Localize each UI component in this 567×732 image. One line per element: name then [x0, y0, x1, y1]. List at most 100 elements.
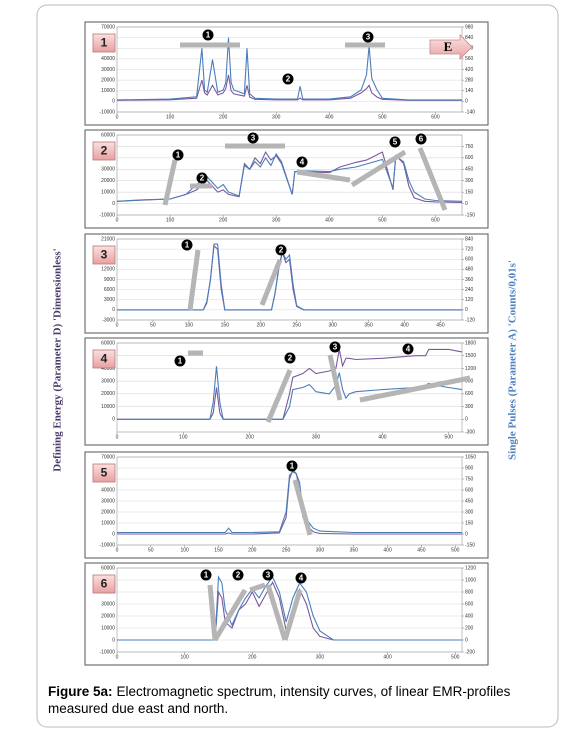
x-tick-label: 400 [325, 114, 334, 120]
y-tick-label: 20000 [101, 509, 115, 515]
annotation-marker [362, 31, 374, 43]
x-tick-label: 300 [272, 217, 281, 223]
y-tick-label: 0 [112, 307, 115, 313]
y-tick-label: -10000 [99, 212, 115, 218]
y2-tick-label: 1000 [465, 577, 476, 583]
y2-tick-label: -200 [465, 649, 475, 655]
y2-tick-label: 900 [465, 465, 474, 471]
y-tick-label: 0 [112, 99, 115, 105]
series-line [117, 243, 462, 311]
y-tick-label: 40000 [101, 366, 115, 372]
y-tick-label: 6000 [104, 287, 115, 293]
y2-tick-label: 840 [465, 236, 474, 242]
y2-tick-label: 400 [465, 613, 474, 619]
x-tick-label: 500 [451, 547, 460, 553]
y2-tick-label: 140 [465, 88, 474, 94]
x-tick-label: 0 [116, 547, 119, 553]
y2-tick-label: 800 [465, 589, 474, 595]
x-tick-label: 0 [116, 114, 119, 120]
y2-tick-label: 560 [465, 56, 474, 62]
y-tick-label: 40000 [101, 56, 115, 62]
annotation-marker [296, 156, 308, 168]
annotation-bar [187, 249, 201, 311]
x-tick-label: 0 [116, 654, 119, 660]
y2-tick-label: 900 [465, 378, 474, 384]
y2-tick-label: 480 [465, 267, 474, 273]
annotation-label: 1 [206, 31, 211, 40]
y2-tick-label: 600 [465, 155, 474, 161]
annotation-label: 2 [286, 75, 291, 84]
y-tick-label: -10000 [99, 109, 115, 115]
x-tick-label: 0 [116, 434, 119, 440]
annotation-label: 1 [176, 151, 181, 160]
x-tick-label: 100 [179, 434, 188, 440]
annotation-bar [265, 369, 293, 423]
y-tick-label: -3000 [102, 317, 115, 323]
annotation-bar [212, 588, 248, 642]
y-tick-label: 30000 [101, 498, 115, 504]
y-tick-label: 30000 [101, 67, 115, 73]
annotation-label: 3 [266, 571, 271, 580]
annotation-marker [275, 244, 287, 256]
caption: Figure 5a: Electromagnetic spectrum, inte… [48, 683, 553, 717]
annotation-label: 6 [419, 135, 424, 144]
direction-label: E [444, 39, 453, 54]
y-tick-label: 10000 [101, 88, 115, 94]
plot-area [116, 567, 463, 653]
y-tick-label: 70000 [101, 24, 115, 30]
plot-area [116, 134, 463, 216]
x-tick-label: 500 [378, 217, 387, 223]
y-tick-label: 20000 [101, 613, 115, 619]
panel-badge [92, 349, 116, 369]
y-tick-label: 12000 [101, 267, 115, 273]
x-tick-label: 150 [221, 322, 230, 328]
x-tick-label: 250 [293, 322, 302, 328]
series-line [117, 581, 462, 641]
y-tick-label: 0 [112, 201, 115, 207]
annotation-marker [262, 569, 274, 581]
annotation-label: 1 [204, 571, 209, 580]
y2-tick-label: 360 [465, 277, 474, 283]
y2-tick-label: 750 [465, 144, 474, 150]
y2-tick-label: 600 [465, 391, 474, 397]
annotation-label: 2 [200, 174, 205, 183]
annotation-label: 2 [288, 354, 293, 363]
series-line [117, 469, 462, 535]
series-line [116, 152, 463, 202]
plot-area [116, 342, 463, 433]
y2-tick-label: 0 [465, 637, 468, 643]
y2-tick-label: -300 [465, 429, 475, 435]
annotation-marker [196, 172, 208, 184]
y2-tick-label: 840 [465, 35, 474, 41]
y-tick-label: 20000 [101, 391, 115, 397]
y2-tick-label: 600 [465, 257, 474, 263]
y2-tick-label: 600 [465, 487, 474, 493]
y2-tick-label: 720 [465, 246, 474, 252]
panel-badge [92, 33, 116, 53]
panel-number: 1 [101, 36, 108, 50]
annotation-marker [389, 136, 401, 148]
panel-number: 3 [101, 248, 108, 262]
series-line [116, 74, 462, 101]
y-tick-label: 10000 [101, 520, 115, 526]
y-tick-label: 0 [112, 637, 115, 643]
annotation-marker [415, 133, 427, 145]
annotation-label: 2 [279, 246, 284, 255]
x-tick-label: 350 [364, 322, 373, 328]
y-tick-label: -10000 [99, 542, 115, 548]
annotation-label: 3 [366, 33, 371, 42]
y2-tick-label: 0 [465, 99, 468, 105]
annotation-marker [172, 149, 184, 161]
x-tick-label: 200 [219, 114, 228, 120]
panel [84, 562, 489, 666]
y-tick-label: 20000 [101, 77, 115, 83]
y2-tick-label: 1500 [465, 353, 476, 359]
annotation-label: 1 [290, 462, 295, 471]
x-tick-label: 100 [166, 114, 175, 120]
x-tick-label: 300 [316, 547, 325, 553]
y-tick-label: 30000 [101, 167, 115, 173]
annotation-bar [259, 259, 283, 306]
y2-tick-label: 150 [465, 189, 474, 195]
x-tick-label: 100 [166, 217, 175, 223]
caption-label: Figure 5a: [48, 684, 113, 699]
